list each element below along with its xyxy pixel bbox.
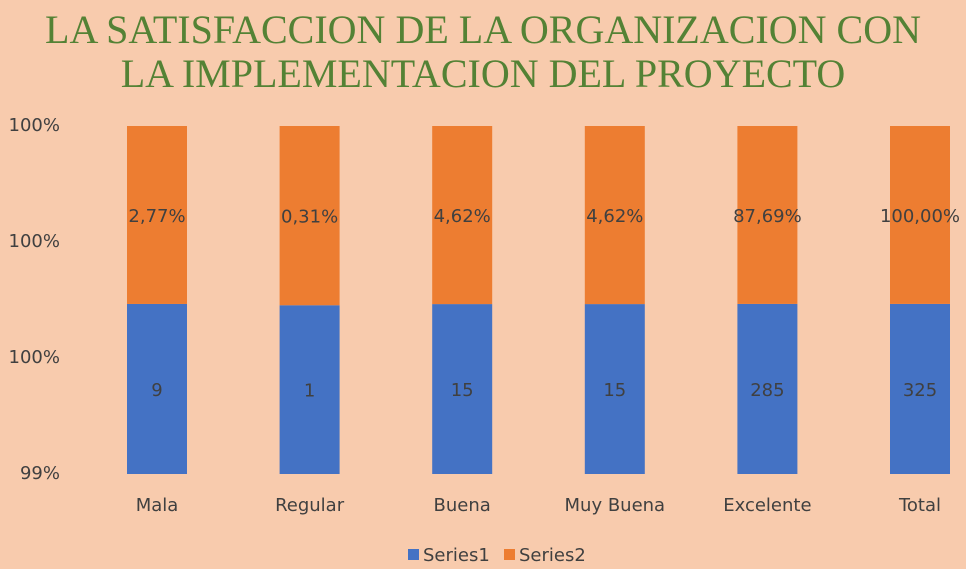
chart-title: LA SATISFACCION DE LA ORGANIZACION CON	[45, 7, 921, 52]
chart-title: LA IMPLEMENTACION DEL PROYECTO	[121, 51, 846, 96]
bar-segment	[890, 126, 950, 304]
bar-segment	[890, 303, 950, 474]
bar-segment	[584, 304, 645, 474]
data-label: 4,62%	[586, 206, 643, 227]
x-tick-label: Buena	[434, 495, 491, 516]
y-tick-label: 100%	[9, 347, 60, 368]
x-tick-label: Total	[898, 495, 941, 516]
data-label: 87,69%	[733, 206, 802, 227]
bar-segment	[432, 304, 493, 474]
data-label: 325	[903, 380, 937, 401]
data-label: 2,77%	[128, 206, 185, 227]
data-label: 0,31%	[281, 207, 338, 228]
x-tick-label: Mala	[136, 495, 179, 516]
data-label: 4,62%	[434, 206, 491, 227]
data-label: 15	[603, 380, 626, 401]
bar-segment	[737, 303, 798, 474]
bar-segment	[584, 126, 645, 305]
x-tick-label: Excelente	[723, 495, 811, 516]
legend-label: Series1	[423, 545, 490, 566]
legend-swatch	[408, 549, 419, 560]
x-tick-label: Muy Buena	[565, 495, 666, 516]
bar-segment	[127, 303, 187, 474]
data-label: 285	[750, 380, 784, 401]
x-tick-label: Regular	[275, 495, 345, 516]
legend-label: Series2	[519, 545, 586, 566]
bar-segment	[737, 126, 798, 304]
data-label: 100,00%	[880, 206, 960, 227]
y-tick-label: 100%	[9, 115, 60, 136]
bar-segment	[127, 126, 187, 304]
data-label: 1	[304, 381, 315, 402]
bar-segment	[279, 126, 340, 306]
data-label: 15	[451, 380, 474, 401]
y-tick-label: 100%	[9, 231, 60, 252]
y-tick-label: 99%	[20, 463, 60, 484]
legend-swatch	[504, 549, 515, 560]
bar-segment	[432, 126, 493, 305]
bar-segment	[279, 305, 340, 474]
data-label: 9	[151, 380, 162, 401]
